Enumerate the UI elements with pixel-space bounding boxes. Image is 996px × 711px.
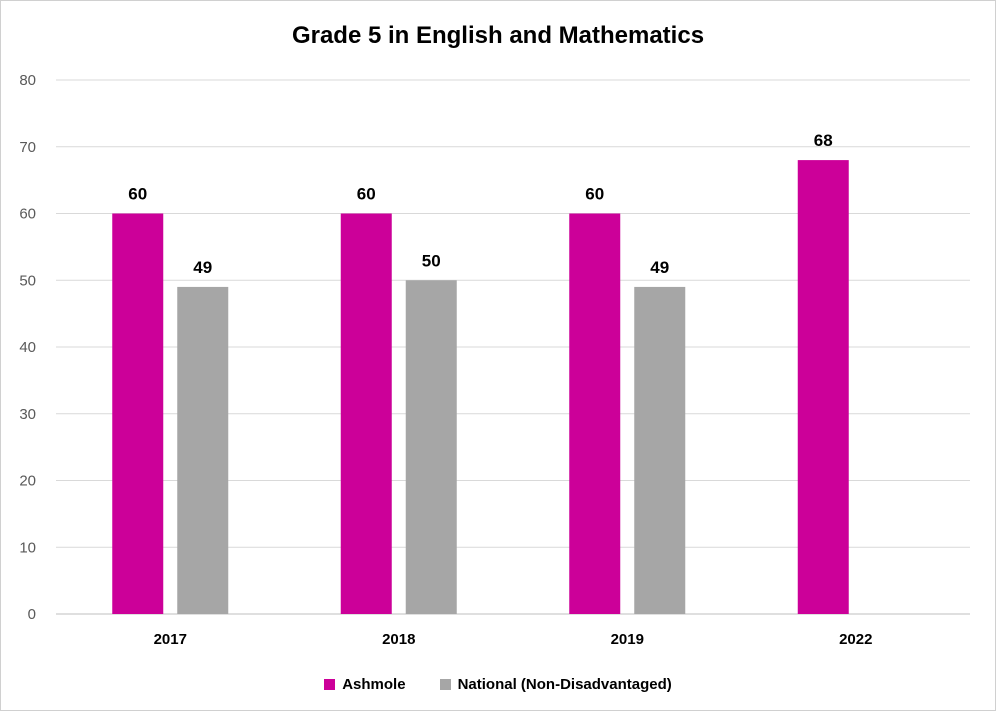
x-category-label-2022: 2022 (839, 631, 872, 648)
y-tick-label-70: 70 (19, 139, 36, 156)
data-label-ashmole-2022: 68 (814, 131, 833, 150)
y-tick-label-20: 20 (19, 473, 36, 490)
y-tick-label-10: 10 (19, 539, 36, 556)
legend-swatch-national (439, 679, 451, 690)
legend-label-ashmole: Ashmole (342, 676, 406, 693)
y-tick-label-0: 0 (28, 606, 36, 623)
legend-item-ashmole: Ashmole (324, 676, 406, 693)
y-tick-label-30: 30 (19, 406, 36, 423)
legend-swatch-ashmole (324, 679, 336, 690)
data-label-ashmole-2018: 60 (357, 185, 376, 204)
data-label-ashmole-2019: 60 (585, 185, 604, 204)
y-tick-label-60: 60 (19, 206, 36, 223)
x-category-label-2019: 2019 (611, 631, 644, 648)
bar-ashmole-2019 (569, 213, 621, 614)
y-axis-ticks: 0 10 20 30 40 50 60 70 80 (19, 72, 36, 623)
data-label-ashmole-2017: 60 (128, 185, 147, 204)
legend-label-national: National (Non-Disadvantaged) (457, 676, 672, 693)
x-axis-categories: 2017 2018 2019 2022 (154, 631, 873, 648)
bar-ashmole-2018 (340, 213, 392, 614)
bar-ashmole-2017 (112, 213, 164, 614)
bar-national-non-disadvantaged-2018 (405, 280, 457, 614)
data-label-national-non-disadvantaged-2018: 50 (422, 251, 441, 270)
y-tick-label-80: 80 (19, 72, 36, 89)
data-label-national-non-disadvantaged-2019: 49 (650, 258, 669, 277)
y-tick-label-40: 40 (19, 339, 36, 356)
data-labels: 60 49 60 50 60 49 68 (128, 131, 832, 277)
x-category-label-2018: 2018 (382, 631, 415, 648)
chart-title: Grade 5 in English and Mathematics (291, 22, 705, 49)
legend-item-national: National (Non-Disadvantaged) (439, 676, 672, 693)
legend: Ashmole National (Non-Disadvantaged) (0, 676, 996, 693)
bars (112, 160, 849, 614)
data-label-national-non-disadvantaged-2017: 49 (193, 258, 212, 277)
bar-ashmole-2022 (797, 160, 849, 614)
bar-national-non-disadvantaged-2017 (177, 286, 229, 614)
y-tick-label-50: 50 (19, 272, 36, 289)
bar-national-non-disadvantaged-2019 (634, 286, 686, 614)
x-category-label-2017: 2017 (154, 631, 187, 648)
